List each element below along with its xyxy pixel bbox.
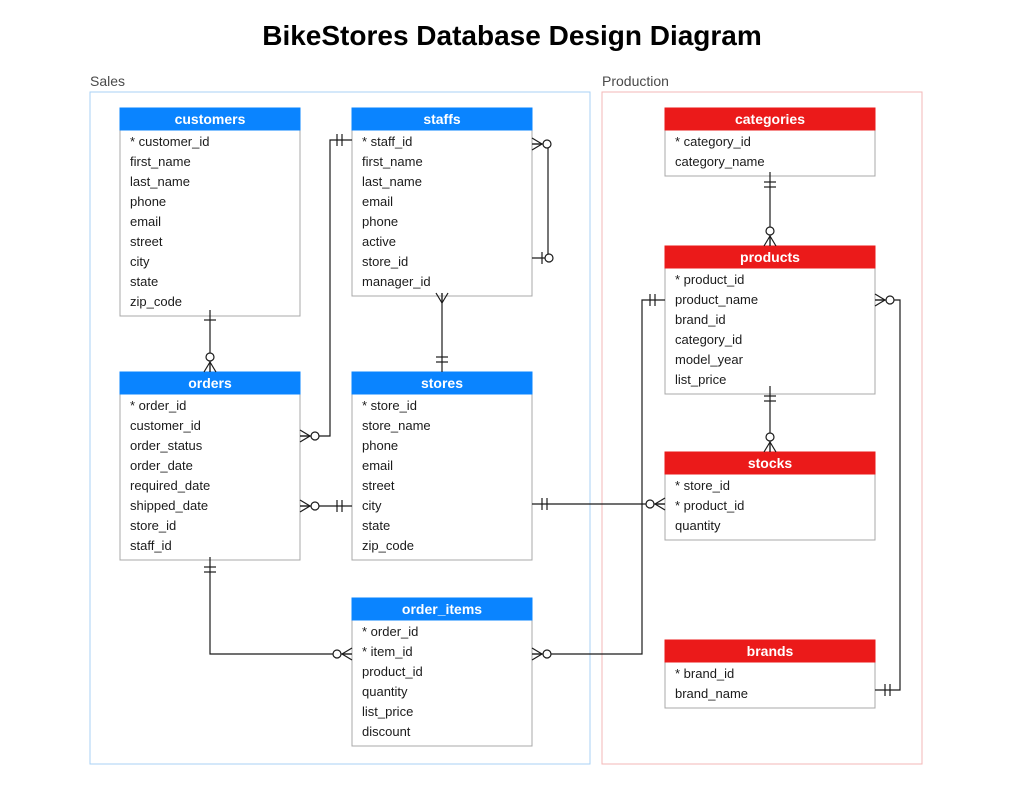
schema-label-sales: Sales [90,73,125,89]
field-customers-3: phone [130,194,166,209]
edge-end [300,500,319,512]
edge-products-brands [875,300,900,690]
field-order_items-3: quantity [362,684,408,699]
table-title-categories: categories [735,111,805,127]
field-staffs-2: last_name [362,174,422,189]
field-customers-7: state [130,274,158,289]
edge-end [646,498,665,510]
field-customers-6: city [130,254,150,269]
field-order_items-1: * item_id [362,644,413,659]
field-order_items-4: list_price [362,704,413,719]
field-products-3: category_id [675,332,742,347]
table-staffs: staffs * staff_id first_name last_name em… [352,108,532,296]
table-stores: stores* store_id store_name phone email … [352,372,532,560]
field-stores-5: city [362,498,382,513]
field-order_items-2: product_id [362,664,423,679]
field-customers-0: * customer_id [130,134,209,149]
table-title-orders: orders [188,375,232,391]
schema-label-production: Production [602,73,669,89]
field-stocks-0: * store_id [675,478,730,493]
field-orders-2: order_status [130,438,203,453]
table-orders: orders* order_id customer_id order_statu… [120,372,300,560]
field-stores-6: state [362,518,390,533]
field-customers-8: zip_code [130,294,182,309]
field-orders-5: shipped_date [130,498,208,513]
edge-staffs-self [532,144,548,258]
edge-order_items-products [532,300,665,654]
field-orders-4: required_date [130,478,210,493]
table-title-order_items: order_items [402,601,482,617]
edge-end [300,430,319,442]
table-customers: customers * customer_id first_name last_n… [120,108,300,316]
table-title-products: products [740,249,800,265]
field-staffs-3: email [362,194,393,209]
table-stocks: stocks * store_id * product_id quantity [665,452,875,540]
field-customers-1: first_name [130,154,191,169]
field-orders-1: customer_id [130,418,201,433]
field-customers-4: email [130,214,161,229]
edge-end [875,294,894,306]
field-products-5: list_price [675,372,726,387]
field-orders-6: store_id [130,518,176,533]
field-categories-0: * category_id [675,134,751,149]
edge-staffs-orders [300,140,352,436]
field-customers-2: last_name [130,174,190,189]
field-brands-0: * brand_id [675,666,734,681]
table-order_items: order_items * order_id * item_id product_i… [352,598,532,746]
field-orders-7: staff_id [130,538,172,553]
field-staffs-4: phone [362,214,398,229]
edge-end [764,227,776,246]
field-staffs-0: * staff_id [362,134,412,149]
edge-end [532,648,551,660]
field-order_items-5: discount [362,724,411,739]
field-orders-0: * order_id [130,398,186,413]
field-stores-4: street [362,478,395,493]
field-staffs-7: manager_id [362,274,431,289]
field-staffs-6: store_id [362,254,408,269]
field-staffs-5: active [362,234,396,249]
field-products-0: * product_id [675,272,744,287]
table-title-brands: brands [747,643,794,659]
table-title-stocks: stocks [748,455,793,471]
field-customers-5: street [130,234,163,249]
field-order_items-0: * order_id [362,624,418,639]
edge-end [532,138,551,150]
field-brands-1: brand_name [675,686,748,701]
table-title-customers: customers [175,111,246,127]
diagram-canvas: Sales Production customers * customer_id fi… [0,0,1024,792]
field-stores-2: phone [362,438,398,453]
field-stores-0: * store_id [362,398,417,413]
field-staffs-1: first_name [362,154,423,169]
edge-end [204,353,216,372]
edge-end [764,433,776,452]
field-stores-1: store_name [362,418,431,433]
field-products-4: model_year [675,352,744,367]
field-stores-7: zip_code [362,538,414,553]
edge-end [333,648,352,660]
table-brands: brands * brand_id brand_name [665,640,875,708]
table-products: products * product_id product_name brand_… [665,246,875,394]
field-stores-3: email [362,458,393,473]
field-categories-1: category_name [675,154,765,169]
edge-orders-order_items [210,557,352,654]
field-products-2: brand_id [675,312,726,327]
field-products-1: product_name [675,292,758,307]
field-stocks-2: quantity [675,518,721,533]
field-stocks-1: * product_id [675,498,744,513]
field-orders-3: order_date [130,458,193,473]
table-title-stores: stores [421,375,463,391]
table-categories: categories * category_id category_name [665,108,875,176]
table-title-staffs: staffs [423,111,461,127]
